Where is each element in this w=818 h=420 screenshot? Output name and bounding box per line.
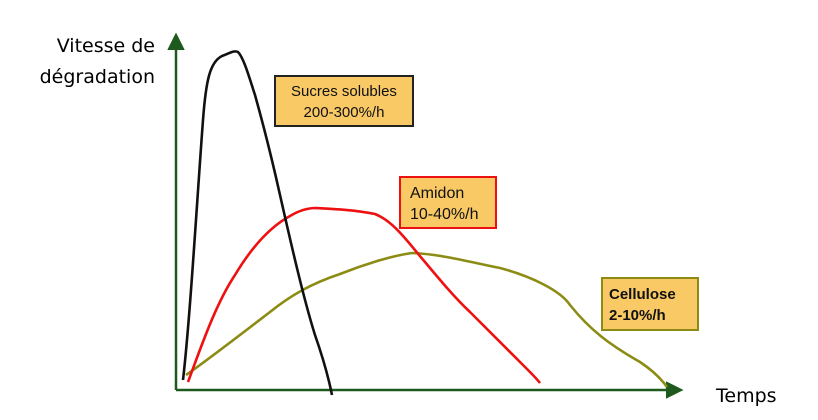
label-cellulose-line-1: Cellulose xyxy=(609,286,676,303)
y-axis-label-line-1: Vitesse de xyxy=(57,35,155,57)
y-axis-label-line-2: dégradation xyxy=(40,66,155,88)
label-sucres-line-2: 200-300%/h xyxy=(304,104,385,121)
curve-amidon xyxy=(186,206,542,384)
curve-cellulose xyxy=(185,251,669,388)
x-axis-label: Temps xyxy=(715,385,777,407)
label-amidon-line-2: 10-40%/h xyxy=(410,206,479,223)
label-box-cellulose: Cellulose 2-10%/h xyxy=(601,277,699,331)
label-box-sucres: Sucres solubles 200-300%/h xyxy=(274,75,414,127)
curve-sucres xyxy=(181,50,334,396)
label-box-amidon: Amidon 10-40%/h xyxy=(399,176,497,229)
label-amidon-line-1: Amidon xyxy=(410,185,464,202)
label-sucres-line-1: Sucres solubles xyxy=(291,83,397,100)
label-cellulose-line-2: 2-10%/h xyxy=(609,307,666,324)
